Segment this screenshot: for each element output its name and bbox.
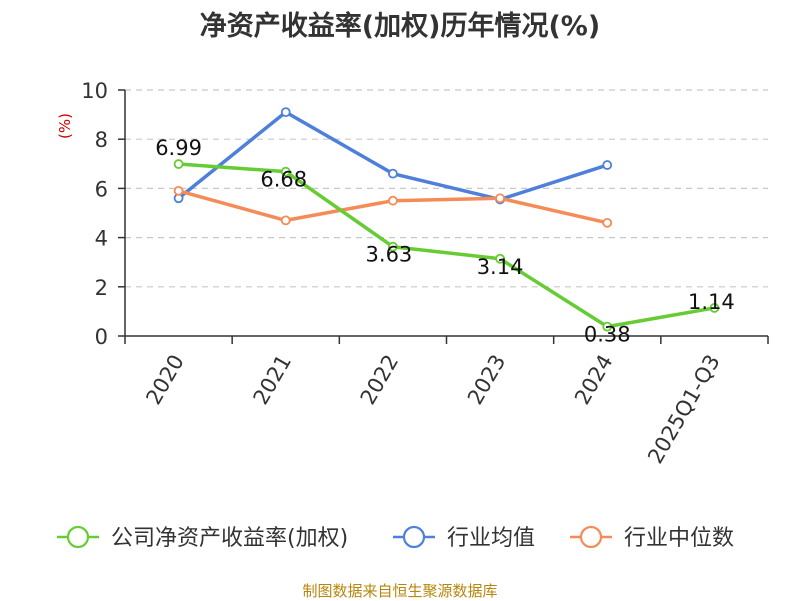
- data-point: [388, 241, 398, 252]
- y-tick-label: 6: [95, 177, 108, 201]
- data-point: [173, 185, 184, 196]
- series-line: [178, 162, 715, 329]
- legend-label: 行业中位数: [624, 526, 734, 551]
- legend-marker: [66, 525, 90, 549]
- data-point: [602, 217, 613, 228]
- y-tick-label: 4: [95, 227, 108, 251]
- data-label: 6.68: [260, 168, 307, 192]
- x-tick-label: 2025Q1-Q3: [643, 351, 725, 468]
- data-point: [495, 193, 505, 204]
- data-point: [388, 195, 398, 206]
- y-tick-label: 8: [95, 128, 108, 152]
- source-note: 制图数据来自恒生聚源数据库: [302, 582, 498, 600]
- data-point: [388, 168, 398, 179]
- series-line: [178, 189, 608, 225]
- y-axis-label: (%): [56, 113, 74, 139]
- data-point: [602, 321, 613, 332]
- chart-title: 净资产收益率(加权)历年情况(%): [199, 11, 601, 42]
- series-line: [177, 110, 608, 202]
- y-tick-label: 10: [81, 79, 108, 103]
- y-tick-label: 0: [95, 325, 108, 349]
- legend-marker: [402, 525, 426, 549]
- data-point: [280, 215, 291, 226]
- legend-label: 公司净资产收益率(加权): [111, 526, 348, 551]
- x-tick-label: 2024: [570, 351, 618, 409]
- data-point: [495, 253, 505, 264]
- data-label: 6.99: [155, 136, 202, 160]
- x-tick-label: 2020: [141, 351, 189, 409]
- data-point: [280, 107, 291, 118]
- legend-label: 行业均值: [447, 526, 535, 551]
- y-tick-label: 2: [95, 276, 108, 300]
- data-label: 3.14: [477, 255, 524, 279]
- data-point: [280, 166, 291, 177]
- data-label: 0.38: [584, 323, 631, 347]
- x-tick-label: 2021: [249, 351, 297, 409]
- data-point: [173, 159, 184, 169]
- data-label: 3.63: [366, 243, 413, 267]
- x-tick-label: 2023: [463, 351, 511, 409]
- data-point: [602, 160, 613, 170]
- x-tick-label: 2022: [356, 351, 404, 409]
- legend-marker: [579, 525, 603, 549]
- data-point: [709, 303, 720, 313]
- data-label: 1.14: [688, 290, 735, 314]
